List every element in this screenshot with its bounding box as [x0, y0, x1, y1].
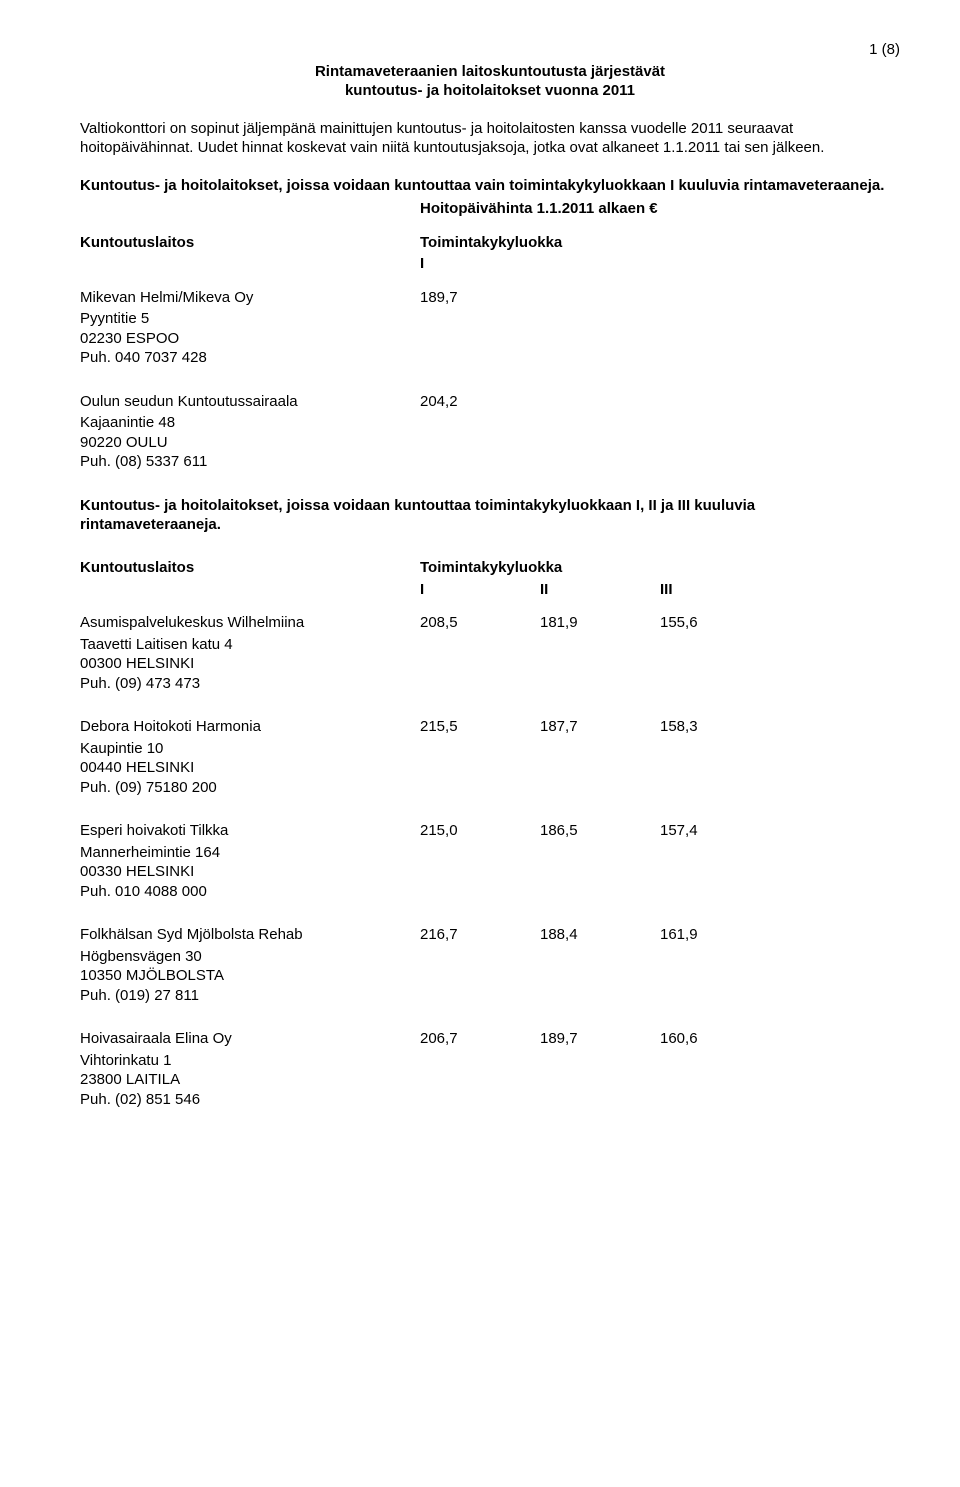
facility-line: 02230 ESPOO — [80, 329, 900, 349]
facility-line: Puh. (08) 5337 611 — [80, 452, 900, 472]
facility-line: Pyyntitie 5 — [80, 309, 900, 329]
facility-line: Puh. (02) 851 546 — [80, 1090, 900, 1110]
facility-line: Högbensvägen 30 — [80, 947, 900, 967]
facility-line: 00300 HELSINKI — [80, 654, 900, 674]
facility-line: 10350 MJÖLBOLSTA — [80, 966, 900, 986]
col-label-left-2: Kuntoutuslaitos — [80, 558, 420, 578]
price-label: Hoitopäivähinta 1.1.2011 alkaen € — [80, 199, 900, 219]
intro-paragraph: Valtiokonttori on sopinut jäljempänä mai… — [80, 119, 900, 158]
facility-block: Folkhälsan Syd Mjölbolsta Rehab216,7188,… — [80, 925, 900, 1005]
col-label-right: Toimintakykyluokka — [420, 233, 540, 253]
class-i-label: I — [420, 254, 540, 274]
value-ii: 187,7 — [540, 717, 660, 737]
value-ii: 188,4 — [540, 925, 660, 945]
facility-line: Puh. (09) 473 473 — [80, 674, 900, 694]
col-label-right-2: Toimintakykyluokka — [420, 558, 540, 578]
section2-list: Asumispalvelukeskus Wilhelmiina208,5181,… — [80, 613, 900, 1109]
value-i: 189,7 — [420, 288, 540, 308]
section1-list: Mikevan Helmi/Mikeva Oy189,7Pyyntitie 50… — [80, 288, 900, 472]
facility-line: Puh. 010 4088 000 — [80, 882, 900, 902]
facility-line: 00330 HELSINKI — [80, 862, 900, 882]
value-i: 206,7 — [420, 1029, 540, 1049]
section1-heading: Kuntoutus- ja hoitolaitokset, joissa voi… — [80, 176, 900, 196]
doc-title-1: Rintamaveteraanien laitoskuntoutusta jär… — [80, 62, 900, 82]
facility-line: Taavetti Laitisen katu 4 — [80, 635, 900, 655]
facility-block: Oulun seudun Kuntoutussairaala204,2Kajaa… — [80, 392, 900, 472]
spacer — [80, 254, 420, 274]
facility-block: Mikevan Helmi/Mikeva Oy189,7Pyyntitie 50… — [80, 288, 900, 368]
facility-block: Esperi hoivakoti Tilkka215,0186,5157,4Ma… — [80, 821, 900, 901]
page-number: 1 (8) — [80, 40, 900, 60]
value-i: 208,5 — [420, 613, 540, 633]
spacer — [80, 580, 420, 600]
facility-line: Puh. (019) 27 811 — [80, 986, 900, 1006]
value-ii: 189,7 — [540, 1029, 660, 1049]
facility-block: Asumispalvelukeskus Wilhelmiina208,5181,… — [80, 613, 900, 693]
facility-block: Hoivasairaala Elina Oy206,7189,7160,6Vih… — [80, 1029, 900, 1109]
facility-name: Hoivasairaala Elina Oy — [80, 1029, 420, 1049]
facility-name: Mikevan Helmi/Mikeva Oy — [80, 288, 420, 308]
facility-name: Asumispalvelukeskus Wilhelmiina — [80, 613, 420, 633]
facility-line: Mannerheimintie 164 — [80, 843, 900, 863]
facility-line: 90220 OULU — [80, 433, 900, 453]
class-iii-label: III — [660, 580, 780, 600]
facility-line: Kajaanintie 48 — [80, 413, 900, 433]
value-i: 215,0 — [420, 821, 540, 841]
facility-line: 00440 HELSINKI — [80, 758, 900, 778]
class-ii-label: II — [540, 580, 660, 600]
value-i: 215,5 — [420, 717, 540, 737]
col-label-left: Kuntoutuslaitos — [80, 233, 420, 253]
facility-name: Folkhälsan Syd Mjölbolsta Rehab — [80, 925, 420, 945]
facility-line: Kaupintie 10 — [80, 739, 900, 759]
facility-line: Vihtorinkatu 1 — [80, 1051, 900, 1071]
facility-name: Debora Hoitokoti Harmonia — [80, 717, 420, 737]
value-iii: 158,3 — [660, 717, 780, 737]
facility-name: Oulun seudun Kuntoutussairaala — [80, 392, 420, 412]
value-ii: 181,9 — [540, 613, 660, 633]
section2-heading: Kuntoutus- ja hoitolaitokset, joissa voi… — [80, 496, 900, 535]
value-i: 204,2 — [420, 392, 540, 412]
facility-name: Esperi hoivakoti Tilkka — [80, 821, 420, 841]
class-i-label-2: I — [420, 580, 540, 600]
facility-line: Puh. (09) 75180 200 — [80, 778, 900, 798]
value-iii: 160,6 — [660, 1029, 780, 1049]
doc-title-2: kuntoutus- ja hoitolaitokset vuonna 2011 — [80, 81, 900, 101]
facility-block: Debora Hoitokoti Harmonia215,5187,7158,3… — [80, 717, 900, 797]
value-iii: 157,4 — [660, 821, 780, 841]
value-i: 216,7 — [420, 925, 540, 945]
value-iii: 155,6 — [660, 613, 780, 633]
facility-line: Puh. 040 7037 428 — [80, 348, 900, 368]
value-iii: 161,9 — [660, 925, 780, 945]
facility-line: 23800 LAITILA — [80, 1070, 900, 1090]
value-ii: 186,5 — [540, 821, 660, 841]
